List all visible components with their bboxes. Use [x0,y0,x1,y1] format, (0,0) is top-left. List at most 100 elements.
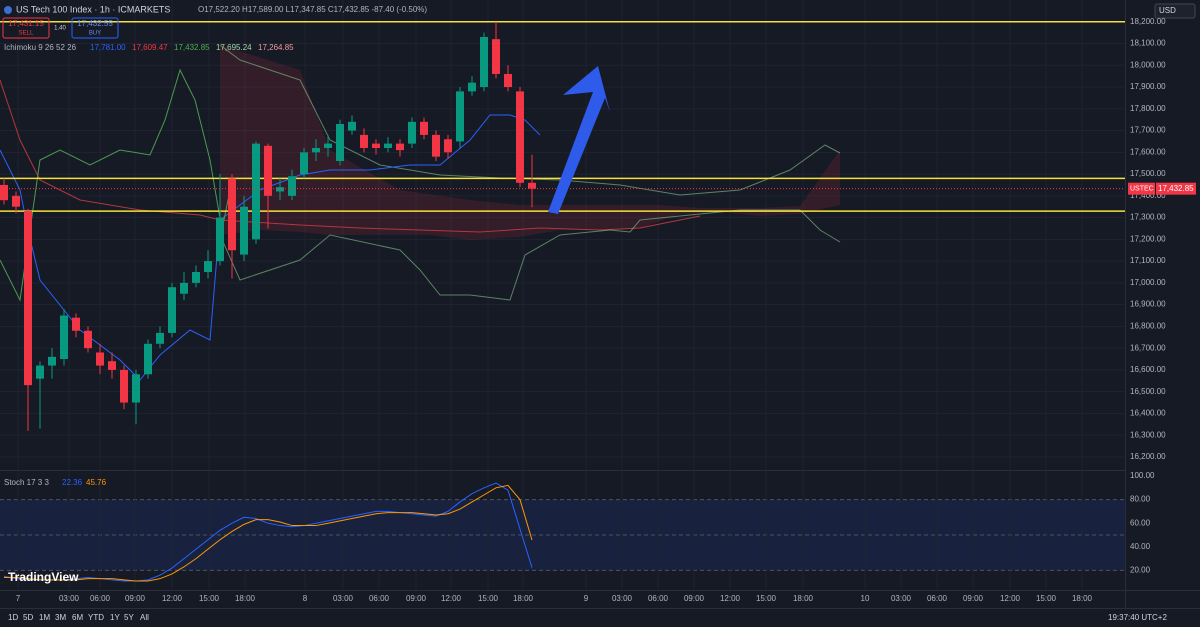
range-button[interactable]: All [140,613,149,622]
currency: USD [1159,6,1176,15]
time-label: 03:00 [59,594,80,603]
candle-body [132,374,140,403]
price-tick-label: 16,400.00 [1130,409,1166,418]
price-tick-label: 16,700.00 [1130,343,1166,352]
stoch-line [3,482,533,582]
price-tick-label: 16,300.00 [1130,430,1166,439]
price-tick-label: 16,900.00 [1130,300,1166,309]
pane-separator [0,470,1125,471]
price-tick-label: 17,700.00 [1130,126,1166,135]
time-label: 10 [861,594,870,603]
price-tick-label: 17,600.00 [1130,147,1166,156]
brand: TradingView [8,570,79,584]
time-label: 12:00 [162,594,183,603]
candle-body [348,121,356,131]
candle-body [432,134,440,157]
spread: 1.40 [54,26,66,32]
time-label: 06:00 [648,594,669,603]
range-button[interactable]: 1Y [110,613,120,622]
candle-body [72,317,80,331]
stoch-k: 22.36 [62,478,83,487]
price-tick-label: 18,000.00 [1130,60,1166,69]
sell-label: SELL [19,31,34,37]
time-label: 03:00 [333,594,354,603]
candle-body [12,195,20,207]
range-button[interactable]: 3M [55,613,66,622]
time-label: 12:00 [441,594,462,603]
ichimoku-name: Ichimoku 9 26 52 26 [4,43,77,52]
candle-body [504,73,512,88]
time-label: 15:00 [1036,594,1057,603]
candle-body [336,124,344,162]
range-button[interactable]: 1D [8,613,18,622]
time-label: 09:00 [684,594,705,603]
time-label: 06:00 [90,594,111,603]
candle-body [240,206,248,255]
symbol: US Tech 100 Index · 1h · ICMARKETS [16,4,170,14]
candle-body [228,178,236,251]
candle-body [384,143,392,148]
price-tick-label: 17,800.00 [1130,104,1166,113]
last-symbol-tag [1128,182,1155,195]
time-label: 7 [16,594,21,603]
time-label: 03:00 [891,594,912,603]
time-label: 18:00 [513,594,534,603]
candle-body [528,182,536,189]
range-button[interactable]: 5Y [124,613,134,622]
range-button[interactable]: 6M [72,613,83,622]
stoch-name: Stoch 17 3 3 [4,478,49,487]
range-button[interactable]: YTD [88,613,104,622]
candle-body [312,147,320,153]
candle-body [324,143,332,148]
candle-body [84,330,92,349]
price-tick-label: 16,600.00 [1130,365,1166,374]
time-label: 18:00 [235,594,256,603]
time-label: 06:00 [369,594,390,603]
time-label: 03:00 [612,594,633,603]
last-price: 17,432.85 [1158,184,1194,193]
candle-body [468,82,476,92]
time-label: 09:00 [963,594,984,603]
stoch-tick-label: 60.00 [1130,518,1151,527]
candle-body [252,143,260,240]
sell-button[interactable] [2,17,50,39]
ichimoku-value: 17,695.24 [216,43,252,52]
candle-body [444,139,452,153]
price-tick-label: 16,500.00 [1130,387,1166,396]
sell-price: 17,431.15 [8,19,44,28]
range-button[interactable]: 5D [23,613,33,622]
arrow [548,66,610,214]
candle-body [180,282,188,294]
time-label: 06:00 [927,594,948,603]
candle-body [300,152,308,175]
ohlc: O17,522.20 H17,589.00 L17,347.85 C17,432… [198,5,427,14]
time-label: 12:00 [1000,594,1021,603]
currency-select[interactable] [1154,3,1196,19]
candle-body [204,261,212,272]
time-label: 18:00 [1072,594,1093,603]
candle-body [516,91,524,183]
price-tick-label: 17,500.00 [1130,169,1166,178]
price-tick-label: 16,800.00 [1130,321,1166,330]
time-label: 8 [303,594,308,603]
ichimoku-value: 17,781.00 [90,43,126,52]
candle-body [408,121,416,144]
time-label: 9 [584,594,589,603]
time-label: 12:00 [720,594,741,603]
range-button[interactable]: 1M [39,613,50,622]
stoch-d: 45.76 [86,478,107,487]
candle-body [156,332,164,344]
price-tick-label: 17,300.00 [1130,213,1166,222]
stoch-tick-label: 80.00 [1130,495,1151,504]
buy-label: BUY [89,31,101,37]
time-label: 09:00 [125,594,146,603]
time-label: 15:00 [478,594,499,603]
clock: 19:37:40 UTC+2 [1108,613,1167,622]
candle-body [288,176,296,196]
candle-body [108,361,116,370]
price-tick-label: 17,200.00 [1130,234,1166,243]
candle-body [372,143,380,148]
axis-separator [1125,0,1126,608]
buy-button[interactable] [71,17,119,39]
toolbar-separator [0,608,1200,609]
